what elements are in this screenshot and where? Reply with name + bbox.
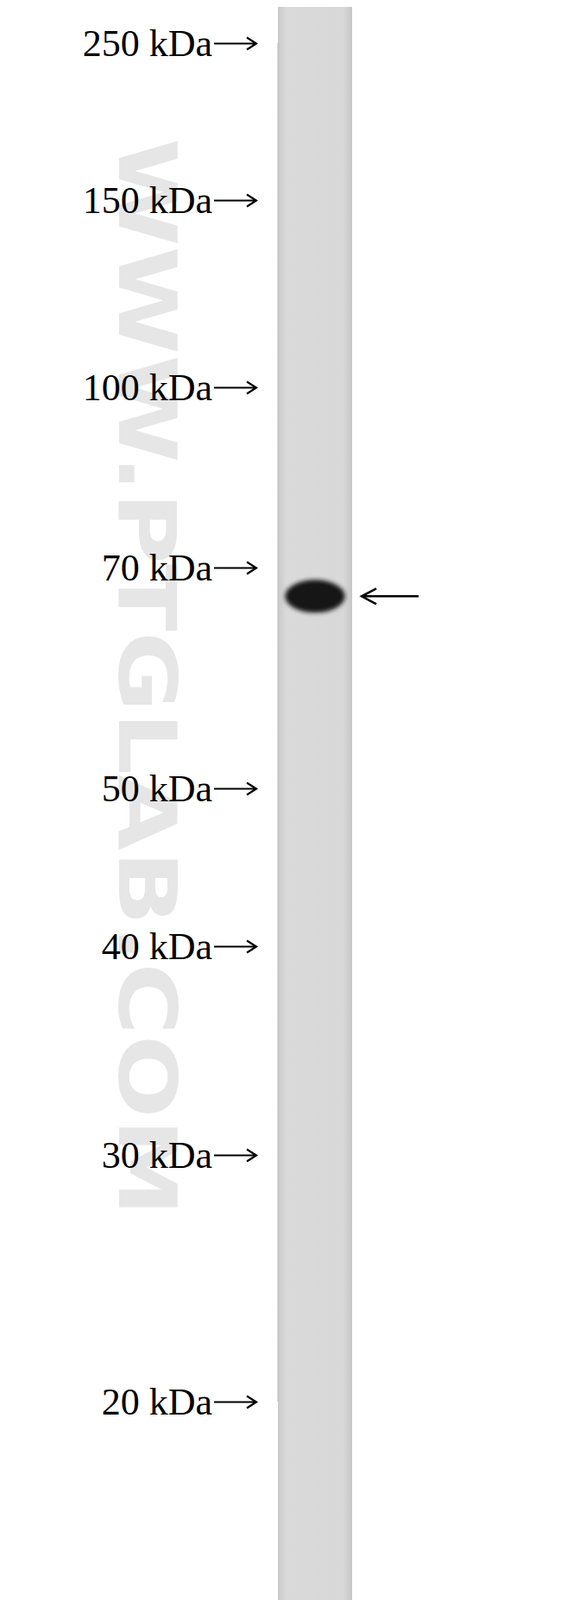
- axis-line: [277, 43, 279, 1403]
- tick: 20 kDa: [101, 1381, 278, 1425]
- lane: [277, 6, 353, 1600]
- marker-arrow: [214, 562, 257, 575]
- tick-label: 150 kDa: [82, 179, 213, 222]
- marker-arrow: [214, 941, 257, 954]
- lane-group: [277, 6, 353, 1600]
- tick-label: 70 kDa: [101, 547, 213, 590]
- tick: 70 kDa: [101, 547, 278, 590]
- marker-arrow: [214, 195, 257, 208]
- marker-arrow: [214, 1397, 257, 1410]
- tick: 50 kDa: [101, 768, 278, 811]
- pointer-arrow: [361, 588, 419, 605]
- tick: 150 kDa: [82, 179, 278, 222]
- tick-label: 100 kDa: [82, 366, 213, 410]
- marker-arrow: [214, 382, 257, 395]
- figure: WWW.PTGLAB.COM 250 kDa 150 kDa 100 kDa 70 kD…: [0, 0, 561, 1600]
- tick-label: 40 kDa: [101, 926, 213, 969]
- marker-arrow: [214, 1150, 257, 1163]
- tick: 30 kDa: [101, 1134, 278, 1178]
- tick-label: 250 kDa: [82, 22, 213, 65]
- marker-arrow: [214, 37, 257, 51]
- tick-label: 50 kDa: [101, 768, 213, 811]
- band-pointer: [361, 588, 419, 605]
- tick-label: 30 kDa: [101, 1134, 213, 1178]
- tick: 100 kDa: [82, 366, 278, 410]
- y-axis: 250 kDa 150 kDa 100 kDa 70 kDa 50 kDa 40 kDa 3…: [82, 22, 278, 1425]
- band: [284, 579, 345, 613]
- marker-arrow: [214, 783, 257, 796]
- watermark: WWW.PTGLAB.COM: [100, 138, 193, 1217]
- tick: 250 kDa: [82, 22, 278, 65]
- bands: [284, 579, 345, 613]
- tick: 40 kDa: [101, 926, 278, 969]
- tick-label: 20 kDa: [101, 1381, 213, 1425]
